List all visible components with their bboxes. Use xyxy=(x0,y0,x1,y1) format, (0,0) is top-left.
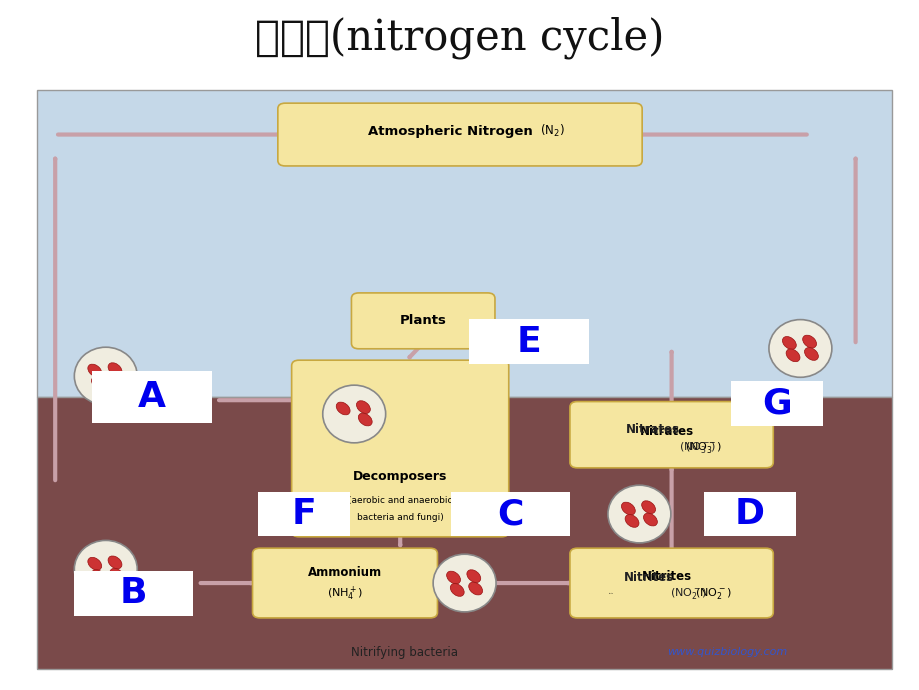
Text: F: F xyxy=(291,497,315,531)
Ellipse shape xyxy=(87,364,102,377)
Text: (NO$_2^-$): (NO$_2^-$) xyxy=(694,586,731,601)
FancyBboxPatch shape xyxy=(569,402,772,468)
Ellipse shape xyxy=(768,319,831,377)
Ellipse shape xyxy=(87,558,102,570)
Text: Nitrates: Nitrates xyxy=(626,423,679,435)
Text: B: B xyxy=(119,576,147,611)
Ellipse shape xyxy=(466,570,481,582)
Ellipse shape xyxy=(620,502,635,515)
Text: (NO$_3^-$): (NO$_3^-$) xyxy=(685,440,721,455)
Text: G: G xyxy=(762,386,791,421)
Ellipse shape xyxy=(801,335,816,348)
Ellipse shape xyxy=(109,375,124,388)
Ellipse shape xyxy=(781,337,796,349)
Text: Nitrites: Nitrites xyxy=(641,570,691,582)
Text: A: A xyxy=(138,380,165,414)
Ellipse shape xyxy=(642,513,657,526)
Text: (NH$_4^+$): (NH$_4^+$) xyxy=(326,584,363,602)
Bar xyxy=(469,319,588,364)
Ellipse shape xyxy=(109,569,124,581)
Text: (aerobic and anaerobic: (aerobic and anaerobic xyxy=(347,495,452,505)
Ellipse shape xyxy=(624,515,639,527)
Ellipse shape xyxy=(356,401,370,413)
Text: Nitrites: Nitrites xyxy=(608,593,614,594)
Bar xyxy=(257,492,349,537)
Text: www.quizbiology.com: www.quizbiology.com xyxy=(666,647,786,657)
Ellipse shape xyxy=(468,582,482,595)
Text: 氮循環(nitrogen cycle): 氮循環(nitrogen cycle) xyxy=(255,17,664,59)
Text: (NO$_3^-$): (NO$_3^-$) xyxy=(678,440,715,455)
FancyBboxPatch shape xyxy=(37,397,891,669)
FancyBboxPatch shape xyxy=(37,90,891,397)
Ellipse shape xyxy=(785,349,800,362)
Text: C: C xyxy=(497,497,523,531)
Text: D: D xyxy=(734,497,764,531)
Ellipse shape xyxy=(641,501,655,513)
Ellipse shape xyxy=(74,347,137,405)
Bar xyxy=(92,371,211,422)
Bar xyxy=(74,571,193,615)
Text: (NO$_2^-$): (NO$_2^-$) xyxy=(669,586,706,601)
Text: bacteria and fungi): bacteria and fungi) xyxy=(357,513,443,522)
Text: Nitrates: Nitrates xyxy=(640,425,693,437)
Ellipse shape xyxy=(433,554,495,612)
Ellipse shape xyxy=(357,413,372,426)
Ellipse shape xyxy=(607,485,670,543)
Ellipse shape xyxy=(803,348,818,360)
Text: Atmospheric Nitrogen: Atmospheric Nitrogen xyxy=(368,125,533,137)
Ellipse shape xyxy=(449,584,464,596)
Text: (N$_2$): (N$_2$) xyxy=(539,123,563,139)
Text: E: E xyxy=(516,324,540,359)
FancyBboxPatch shape xyxy=(252,549,437,618)
Ellipse shape xyxy=(335,402,350,415)
Bar xyxy=(731,382,823,426)
Ellipse shape xyxy=(446,571,460,584)
Ellipse shape xyxy=(91,377,106,389)
FancyBboxPatch shape xyxy=(569,549,772,618)
Bar xyxy=(450,492,570,537)
FancyBboxPatch shape xyxy=(291,360,508,537)
Text: Plants: Plants xyxy=(400,315,446,327)
Text: Ammonium: Ammonium xyxy=(308,566,381,579)
Text: Nitrifying bacteria: Nitrifying bacteria xyxy=(351,646,458,658)
Ellipse shape xyxy=(91,570,106,582)
Ellipse shape xyxy=(323,385,385,443)
Text: Nitrites: Nitrites xyxy=(623,571,673,584)
Ellipse shape xyxy=(108,363,122,375)
FancyBboxPatch shape xyxy=(351,293,494,349)
FancyBboxPatch shape xyxy=(278,104,641,166)
Text: Decomposers: Decomposers xyxy=(353,470,447,482)
Ellipse shape xyxy=(108,556,122,569)
Ellipse shape xyxy=(74,540,137,598)
Bar xyxy=(703,492,795,537)
